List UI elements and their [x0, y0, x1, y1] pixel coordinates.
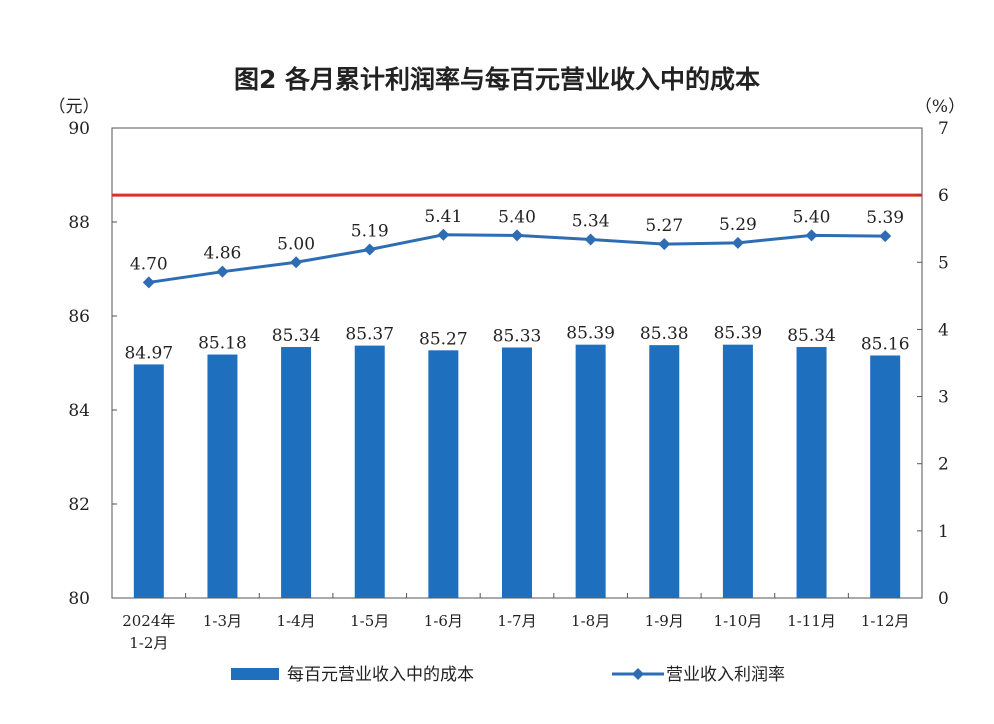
right-tick-label: 5	[938, 253, 949, 273]
right-tick-label: 4	[938, 320, 949, 340]
line-value-label: 4.86	[204, 244, 242, 264]
bar	[207, 354, 238, 598]
line-value-label: 5.41	[424, 207, 462, 227]
left-tick-label: 88	[68, 213, 90, 233]
bar-value-label: 85.18	[198, 334, 247, 354]
left-tick-label: 84	[68, 401, 90, 421]
bar	[133, 364, 164, 598]
right-axis-unit: （%）	[915, 97, 965, 117]
bar-value-label: 85.37	[345, 325, 394, 345]
x-tick-label: 1-2月	[129, 634, 168, 652]
left-tick-label: 82	[68, 495, 90, 515]
x-tick-label: 1-11月	[787, 612, 836, 630]
line-point	[511, 229, 523, 242]
x-tick-label: 1-9月	[645, 612, 684, 630]
bar-value-label: 85.34	[787, 326, 836, 346]
line-value-label: 5.27	[645, 216, 683, 236]
line-point	[879, 230, 892, 243]
line-value-label: 5.40	[793, 207, 831, 227]
right-tick-label: 1	[938, 522, 949, 542]
right-tick-label: 0	[938, 589, 949, 609]
x-tick-label: 1-12月	[861, 612, 910, 630]
legend-bar-swatch	[231, 668, 279, 680]
line-value-label: 5.00	[277, 234, 315, 254]
bar	[502, 347, 532, 598]
bar-value-label: 85.33	[493, 326, 542, 346]
bar-value-label: 85.34	[272, 326, 321, 346]
bar	[281, 347, 312, 598]
line-value-label: 5.19	[351, 222, 389, 242]
bar-value-label: 85.16	[861, 334, 910, 354]
right-tick-label: 3	[938, 388, 949, 408]
bar	[428, 350, 459, 598]
left-tick-label: 90	[68, 119, 90, 139]
line-value-label: 5.40	[498, 207, 536, 227]
profit-rate-line	[148, 233, 886, 284]
legend-bar-label: 每百元营业收入中的成本	[287, 665, 474, 685]
right-tick-label: 2	[938, 455, 949, 475]
x-tick-label: 1-7月	[497, 612, 536, 630]
line-point	[437, 228, 450, 241]
bar	[870, 355, 901, 598]
line-point	[216, 265, 229, 278]
line-point	[658, 238, 671, 251]
x-tick-label: 1-10月	[714, 612, 763, 630]
x-tick-label: 1-4月	[277, 612, 316, 630]
line-value-label: 4.70	[130, 254, 168, 274]
line-point	[584, 233, 597, 246]
right-tick-label: 7	[938, 119, 949, 139]
line-point	[731, 236, 744, 249]
x-tick-label: 1-3月	[203, 612, 242, 630]
x-tick-label: 2024年	[122, 612, 175, 630]
legend: 每百元营业收入中的成本 营业收入利润率	[231, 665, 785, 685]
x-tick-label: 1-6月	[424, 612, 463, 630]
chart-title: 图2 各月累计利润率与每百元营业收入中的成本	[234, 65, 760, 94]
left-tick-label: 80	[68, 589, 90, 609]
left-tick-label: 86	[68, 307, 90, 327]
legend-line-label: 营业收入利润率	[666, 665, 785, 685]
x-tick-label: 1-8月	[571, 612, 610, 630]
bar-value-label: 84.97	[124, 343, 173, 363]
bar-value-label: 85.27	[419, 329, 468, 349]
right-tick-label: 6	[938, 186, 949, 206]
left-axis-unit: （元）	[49, 97, 100, 117]
line-point	[805, 229, 818, 242]
bar	[575, 344, 606, 598]
bar	[649, 345, 680, 598]
legend-line-marker	[632, 668, 644, 680]
line-point	[290, 256, 303, 269]
x-tick-label: 1-5月	[350, 612, 389, 630]
bar-value-label: 85.38	[640, 324, 689, 344]
line-point	[142, 276, 155, 289]
line-value-label: 5.29	[719, 215, 757, 235]
line-value-label: 5.39	[866, 208, 904, 228]
bar-value-label: 85.39	[714, 324, 763, 344]
bar	[354, 345, 385, 598]
line-value-label: 5.34	[572, 211, 610, 231]
line-point	[363, 243, 376, 256]
bar-value-label: 85.39	[566, 324, 615, 344]
bar	[796, 347, 827, 598]
bar	[722, 344, 753, 598]
